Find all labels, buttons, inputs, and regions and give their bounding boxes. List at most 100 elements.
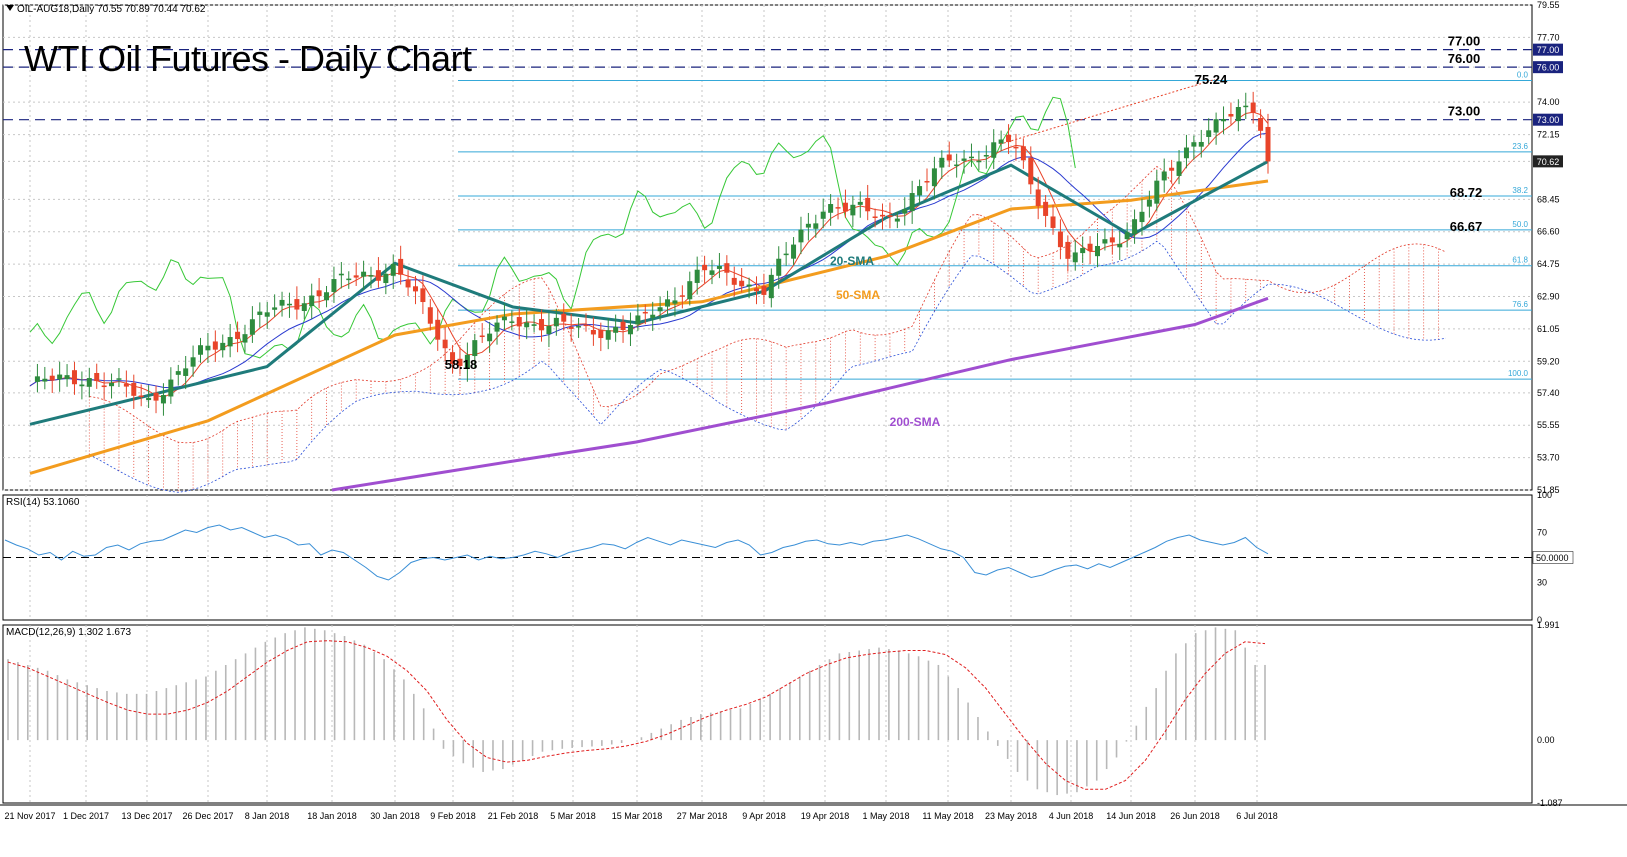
candle-body: [1250, 102, 1256, 113]
symbol-info: OIL-AUG18,Daily 70.55 70.89 70.44 70.62: [6, 4, 205, 15]
candle-body: [153, 392, 159, 401]
macd-tick-label: -1.087: [1537, 798, 1563, 808]
candle-body: [1080, 248, 1086, 254]
candle-body: [442, 339, 448, 349]
candle-body: [109, 382, 115, 387]
fib-label: 38.2: [1512, 186, 1528, 195]
x-tick-label: 9 Feb 2018: [430, 811, 476, 821]
candle-body: [620, 321, 626, 331]
candle-body: [264, 312, 270, 317]
collapse-triangle-icon[interactable]: [6, 5, 14, 11]
candle-body: [1057, 231, 1063, 248]
candle-body: [160, 395, 166, 404]
candle-body: [805, 223, 811, 228]
rsi-tag-label: 50.0000: [1536, 553, 1569, 563]
trendline: [999, 78, 1216, 145]
label-200-sma: 200-SMA: [890, 415, 941, 429]
rsi-title: RSI(14) 53.1060: [6, 497, 80, 508]
price-tag: [1533, 61, 1563, 74]
candle-body: [946, 154, 952, 161]
candle-body: [242, 334, 248, 343]
candle-body: [1183, 147, 1189, 159]
candle-body: [1213, 119, 1219, 133]
candle-body: [420, 288, 426, 303]
x-tick-label: 5 Mar 2018: [550, 811, 596, 821]
candle-body: [472, 340, 478, 357]
candles: [34, 91, 1271, 416]
candle-body: [175, 371, 181, 375]
candle-body: [872, 216, 878, 218]
x-tick-label: 8 Jan 2018: [245, 811, 290, 821]
x-tick-label: 6 Jul 2018: [1236, 811, 1278, 821]
candle-body: [435, 319, 441, 340]
candle-body: [212, 341, 218, 350]
candle-body: [531, 324, 537, 326]
candle-body: [1221, 118, 1227, 122]
candle-body: [991, 142, 997, 158]
candle-body: [427, 307, 433, 324]
candle-body: [123, 383, 129, 387]
candle-body: [954, 164, 960, 167]
price-tag-label: 77.00: [1537, 45, 1560, 55]
candle-body: [998, 139, 1004, 144]
candle-body: [1065, 241, 1071, 259]
x-tick-label: 11 May 2018: [922, 811, 973, 821]
price-panel: [2, 4, 1533, 491]
price-tag-label: 70.62: [1537, 157, 1560, 167]
candle-body: [524, 322, 530, 328]
candle-body: [71, 370, 77, 385]
candle-body: [1235, 107, 1241, 122]
candle-body: [739, 280, 745, 287]
candle-body: [279, 299, 285, 306]
x-tick-label: 9 Apr 2018: [742, 811, 786, 821]
x-tick-label: 14 Jun 2018: [1106, 811, 1156, 821]
candle-body: [272, 307, 278, 310]
candle-body: [702, 264, 708, 271]
y-tick-label: 53.70: [1537, 453, 1560, 463]
x-tick-label: 1 Dec 2017: [63, 811, 109, 821]
candle-body: [865, 197, 871, 212]
candle-body: [57, 374, 63, 380]
candle-body: [205, 345, 211, 351]
candle-body: [568, 326, 574, 329]
candle-body: [1258, 118, 1264, 131]
candle-body: [190, 357, 196, 367]
candle-body: [1198, 141, 1204, 147]
candle-body: [286, 303, 292, 306]
candle-body: [1020, 146, 1026, 161]
fib-label: 61.8: [1512, 256, 1528, 265]
candle-body: [390, 263, 396, 276]
candle-body: [857, 201, 863, 205]
candle-body: [479, 335, 485, 338]
candle-body: [220, 342, 226, 351]
candle-body: [49, 375, 55, 381]
candle-body: [316, 290, 322, 297]
candle-body: [791, 244, 797, 259]
y-tick-label: 57.40: [1537, 388, 1560, 398]
macd-tick-label: 0.00: [1537, 735, 1555, 745]
candle-body: [324, 292, 330, 301]
candle-body: [842, 202, 848, 212]
candle-body: [716, 266, 722, 269]
rsi-tick-label: 70: [1537, 528, 1547, 538]
rsi-tick-label: 0: [1537, 615, 1542, 625]
y-tick-label: 68.45: [1537, 194, 1560, 204]
candle-body: [301, 303, 307, 311]
candle-body: [198, 345, 204, 355]
x-tick-label: 26 Jun 2018: [1170, 811, 1220, 821]
candle-body: [1006, 134, 1012, 143]
candle-body: [257, 311, 263, 315]
candle-body: [1094, 245, 1100, 257]
fib-label: 50.0: [1512, 220, 1528, 229]
x-tick-label: 30 Jan 2018: [370, 811, 420, 821]
senkou-span-b: [89, 240, 1446, 493]
candle-body: [346, 278, 352, 281]
candle-body: [776, 258, 782, 276]
rsi-panel: [2, 494, 1533, 621]
label-50-sma: 50-SMA: [836, 288, 880, 302]
x-tick-label: 21 Feb 2018: [488, 811, 539, 821]
x-tick-label: 27 Mar 2018: [677, 811, 728, 821]
annotation-66-67: 66.67: [1450, 219, 1483, 234]
candle-body: [294, 299, 300, 310]
